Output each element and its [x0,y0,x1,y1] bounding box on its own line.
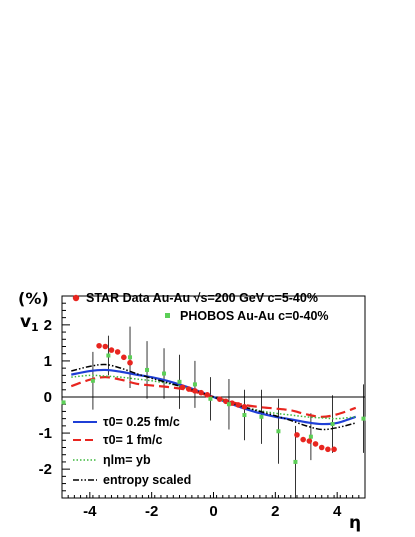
star-point [312,441,319,447]
y-tick-label: 2 [44,317,52,334]
phobos-point [162,371,167,376]
legend-star-label: STAR Data Au-Au √s=200 GeV c=5-40% [86,291,318,305]
star-point [192,388,198,394]
legend-tau025-label: τ0= 0.25 fm/c [103,415,180,429]
phobos-point [293,459,298,464]
star-point [306,438,313,444]
y-tick-label: 1 [44,353,52,370]
legend-star-marker [72,294,80,302]
phobos-point [106,353,111,358]
phobos-point [330,422,335,427]
star-point [235,402,242,408]
axis-ticks: -4 -2 0 2 4 -2 -1 0 1 2 [39,295,366,520]
phobos-point [308,434,313,439]
star-point [331,446,337,453]
legend-phobos-marker [165,313,170,318]
star-point [121,354,127,361]
phobos-point [128,355,133,360]
phobos-point [177,379,182,384]
x-tick-label: -2 [145,503,158,520]
y-axis-title: v [20,312,31,332]
star-point [204,392,211,398]
star-point [325,446,331,453]
star-point [108,347,115,353]
legend-tau1-label: τ0= 1 fm/c [103,433,162,447]
star-point [198,389,204,396]
star-point [102,343,109,350]
phobos-point [259,414,264,419]
y-tick-label: -1 [39,425,52,442]
phobos-point [208,396,213,401]
series-entropy-line [71,363,356,431]
star-point [127,359,133,366]
phobos-point [61,400,66,405]
phobos-point [192,382,197,387]
phobos-point [145,367,150,372]
phobos-point [90,378,95,383]
star-point [96,342,102,349]
star-point [114,349,121,355]
legend-etalm-label: ηlm= yb [103,453,151,467]
star-point [185,386,192,392]
star-point [294,432,300,438]
x-axis-title: η [349,513,361,533]
y-axis-title-subscript: 1 [31,321,39,334]
model-curves [70,363,357,431]
series-tau1-line [70,376,357,418]
star-point [300,436,306,443]
y-unit-label: (%) [18,289,49,308]
y-tick-label: 0 [44,389,52,406]
y-tick-label: -2 [39,461,52,478]
star-point [179,384,186,391]
x-tick-label: 4 [333,503,342,520]
legend-entropy-label: entropy scaled [103,473,191,487]
star-point [216,396,223,402]
legend-phobos-label: PHOBOS Au-Au c=0-40% [180,309,329,323]
phobos-point [361,416,366,421]
x-tick-label: 0 [209,503,217,520]
x-tick-label: 2 [271,503,279,520]
phobos-point [276,429,281,434]
data-points [61,342,366,464]
x-tick-label: -4 [83,503,97,520]
star-point [241,403,248,410]
phobos-point [226,402,231,407]
star-point [318,444,325,451]
phobos-point [242,413,247,418]
